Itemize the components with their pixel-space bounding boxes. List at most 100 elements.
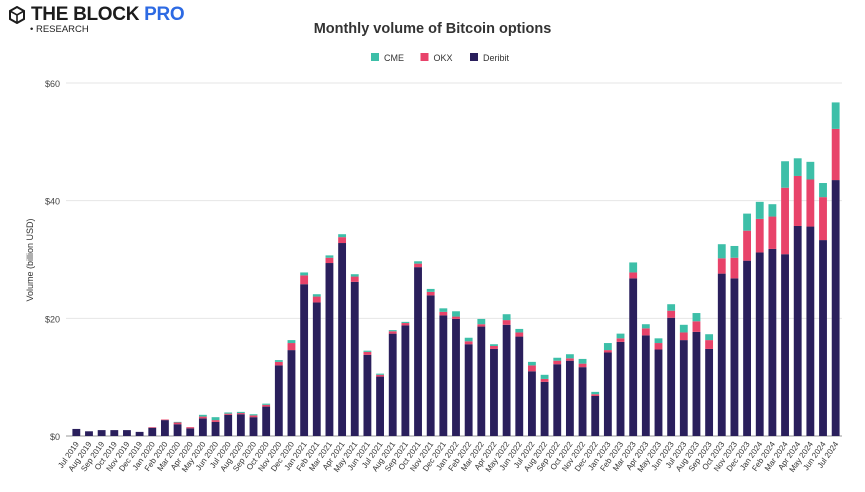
bar-deribit — [502, 324, 511, 436]
bar-okx — [603, 350, 612, 353]
brand-logo: THE BLOCK PRO • RESEARCH — [8, 4, 185, 35]
bar-cme — [173, 421, 182, 423]
bar-deribit — [439, 315, 448, 436]
bar-cme — [793, 158, 802, 176]
bar-cme — [249, 414, 258, 416]
bar-okx — [350, 276, 359, 282]
brand-sub: • RESEARCH — [30, 24, 89, 35]
bar-deribit — [667, 317, 676, 436]
bar-okx — [578, 363, 587, 368]
bar-deribit — [287, 350, 296, 436]
bar-okx — [439, 311, 448, 316]
bar-cme — [236, 411, 245, 414]
bar-deribit — [376, 376, 384, 436]
bar-okx — [793, 175, 802, 226]
bar-cme — [679, 324, 688, 333]
bar-cme — [198, 414, 207, 417]
bar-deribit — [186, 428, 195, 436]
bar-deribit — [262, 406, 271, 436]
bar-deribit — [781, 254, 789, 436]
bar-cme — [730, 245, 739, 258]
bar-deribit — [350, 281, 359, 436]
bar-okx — [148, 427, 157, 428]
bar-cme — [806, 161, 815, 180]
bar-deribit — [173, 424, 182, 436]
bar-deribit — [553, 364, 562, 436]
bar-okx — [274, 361, 283, 366]
bar-okx — [211, 420, 220, 422]
bar-okx — [236, 413, 245, 415]
bar-deribit — [831, 180, 840, 436]
bar-deribit — [211, 421, 220, 436]
bar-deribit — [110, 430, 119, 436]
bar-deribit — [515, 336, 524, 436]
bar-deribit — [401, 325, 410, 436]
bar-deribit — [679, 340, 688, 436]
bar-okx — [300, 275, 309, 285]
bar-deribit — [464, 344, 473, 436]
bar-cme — [376, 373, 384, 375]
bar-okx — [186, 427, 195, 429]
bar-okx — [262, 404, 271, 407]
bar-deribit — [338, 243, 347, 436]
bar-cme — [439, 308, 448, 312]
bar-deribit — [806, 226, 815, 436]
bar-okx — [414, 263, 422, 268]
bar-deribit — [312, 302, 321, 436]
bar-okx — [591, 394, 600, 396]
bar-cme — [603, 343, 612, 351]
bar-cme — [692, 313, 701, 322]
bar-okx — [198, 416, 207, 419]
bar-deribit — [793, 225, 802, 436]
bar-deribit — [540, 381, 549, 436]
bar-deribit — [591, 395, 600, 436]
bar-okx — [477, 324, 486, 327]
bar-cme — [363, 350, 372, 352]
bar-deribit — [224, 414, 233, 436]
bar-okx — [224, 413, 233, 415]
bar-cme — [831, 102, 840, 129]
bar-okx — [717, 258, 726, 274]
bar-cme — [781, 161, 789, 188]
bar-okx — [616, 338, 625, 342]
bar-okx — [692, 321, 701, 332]
bar-cme — [338, 234, 347, 238]
bar-cme — [502, 314, 511, 321]
bar-okx — [426, 291, 435, 296]
bar-cme — [325, 255, 334, 258]
y-tick-label: $20 — [45, 314, 60, 324]
bar-okx — [160, 419, 169, 421]
bar-cme — [540, 374, 549, 379]
bar-cme — [755, 201, 764, 219]
bar-okx — [249, 415, 258, 418]
bar-deribit — [603, 352, 612, 436]
bar-okx — [641, 328, 650, 336]
y-tick-label: $0 — [50, 432, 60, 442]
bar-deribit — [426, 295, 435, 436]
bar-deribit — [160, 420, 169, 436]
bar-cme — [452, 311, 460, 317]
bar-deribit — [616, 341, 625, 436]
bar-cme — [654, 338, 663, 344]
bar-cme — [819, 183, 827, 198]
bar-cme — [616, 333, 625, 339]
bar-deribit — [72, 428, 81, 436]
bar-cme — [667, 304, 676, 311]
bar-cme — [464, 337, 473, 342]
legend-swatch-cme — [371, 53, 379, 61]
bar-cme — [211, 417, 220, 421]
legend-label-cme: CME — [384, 53, 404, 63]
bar-deribit — [743, 260, 752, 436]
bar-cme — [528, 361, 536, 366]
bar-deribit — [730, 278, 739, 436]
bar-okx — [819, 197, 827, 241]
bar-okx — [831, 128, 840, 181]
bar-deribit — [654, 349, 663, 436]
bar-okx — [490, 345, 498, 349]
bar-deribit — [135, 431, 144, 436]
bar-cme — [224, 412, 233, 414]
bar-deribit — [629, 278, 638, 436]
bar-okx — [287, 343, 296, 351]
bar-okx — [565, 358, 574, 361]
bar-cme — [401, 321, 410, 324]
